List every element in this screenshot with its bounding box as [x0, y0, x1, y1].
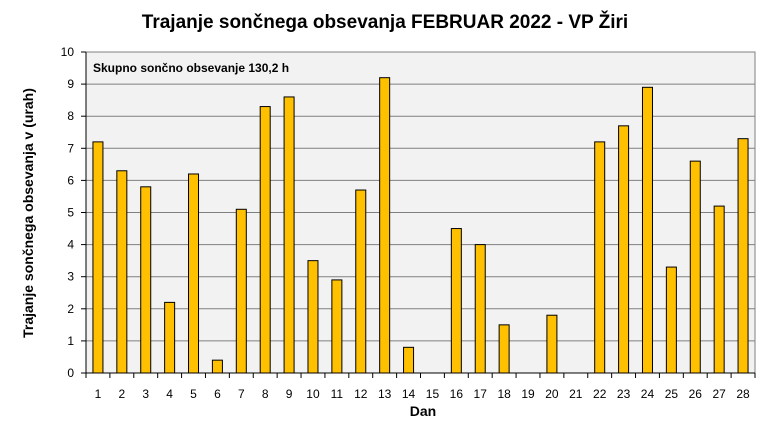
x-tick-label: 1: [95, 387, 102, 401]
y-tick-label: 10: [61, 45, 75, 59]
x-tick-label: 26: [689, 387, 703, 401]
x-tick-label: 4: [166, 387, 173, 401]
bar: [379, 77, 391, 374]
bar: [403, 346, 415, 374]
x-tick-label: 8: [262, 387, 269, 401]
x-tick-label: 24: [641, 387, 655, 401]
bar: [307, 260, 319, 374]
bar: [92, 141, 104, 374]
bar: [498, 324, 510, 374]
x-tick-label: 28: [736, 387, 750, 401]
bar: [450, 228, 462, 374]
bar: [259, 106, 271, 374]
bar: [164, 301, 176, 374]
x-tick-label: 23: [617, 387, 631, 401]
bar: [140, 186, 152, 374]
bar: [331, 279, 343, 374]
bar: [641, 86, 653, 374]
bar: [211, 359, 223, 374]
bar: [235, 208, 247, 374]
x-tick-label: 3: [142, 387, 149, 401]
x-tick-label: 16: [450, 387, 464, 401]
x-tick-label: 27: [712, 387, 726, 401]
bar: [618, 125, 630, 374]
x-tick-label: 11: [331, 387, 344, 401]
bar: [713, 205, 725, 374]
x-tick-label: 25: [665, 387, 679, 401]
x-tick-label: 21: [569, 387, 583, 401]
x-tick-label: 13: [378, 387, 392, 401]
x-tick-label: 2: [118, 387, 125, 401]
x-tick-label: 22: [593, 387, 607, 401]
y-tick-label: 3: [67, 270, 74, 284]
x-tick-label: 19: [521, 387, 535, 401]
x-tick-label: 9: [286, 387, 293, 401]
y-tick-label: 0: [67, 366, 74, 380]
bar: [116, 170, 128, 374]
bar: [737, 138, 749, 374]
bar: [355, 189, 367, 374]
chart-title: Trajanje sončnega obsevanja FEBRUAR 2022…: [141, 12, 629, 33]
y-tick-label: 8: [67, 109, 74, 123]
x-tick-label: 20: [545, 387, 559, 401]
x-tick-label: 17: [474, 387, 488, 401]
chart-annotation: Skupno sončno obsevanje 130,2 h: [93, 61, 289, 75]
bars: [92, 77, 749, 374]
bar: [665, 266, 677, 374]
bar: [474, 244, 486, 374]
x-tick-label: 14: [402, 387, 416, 401]
y-tick-label: 5: [67, 206, 74, 220]
x-tick-label: 5: [190, 387, 197, 401]
x-tick-label: 15: [426, 387, 440, 401]
x-tick-label: 10: [306, 387, 320, 401]
y-tick-label: 1: [67, 334, 74, 348]
x-axis-label: Dan: [409, 403, 437, 419]
x-tick-label: 7: [238, 387, 245, 401]
y-tick-label: 6: [67, 173, 74, 187]
bar: [689, 160, 701, 374]
y-tick-label: 9: [67, 77, 74, 91]
x-tick-label: 6: [214, 387, 221, 401]
bar: [188, 173, 200, 374]
y-tick-label: 4: [67, 238, 74, 252]
bar: [594, 141, 606, 374]
x-tick-label: 12: [354, 387, 368, 401]
y-tick-label: 2: [67, 302, 74, 316]
bar: [283, 96, 295, 374]
bar: [546, 314, 558, 374]
y-tick-label: 7: [67, 141, 74, 155]
x-tick-label: 18: [497, 387, 511, 401]
